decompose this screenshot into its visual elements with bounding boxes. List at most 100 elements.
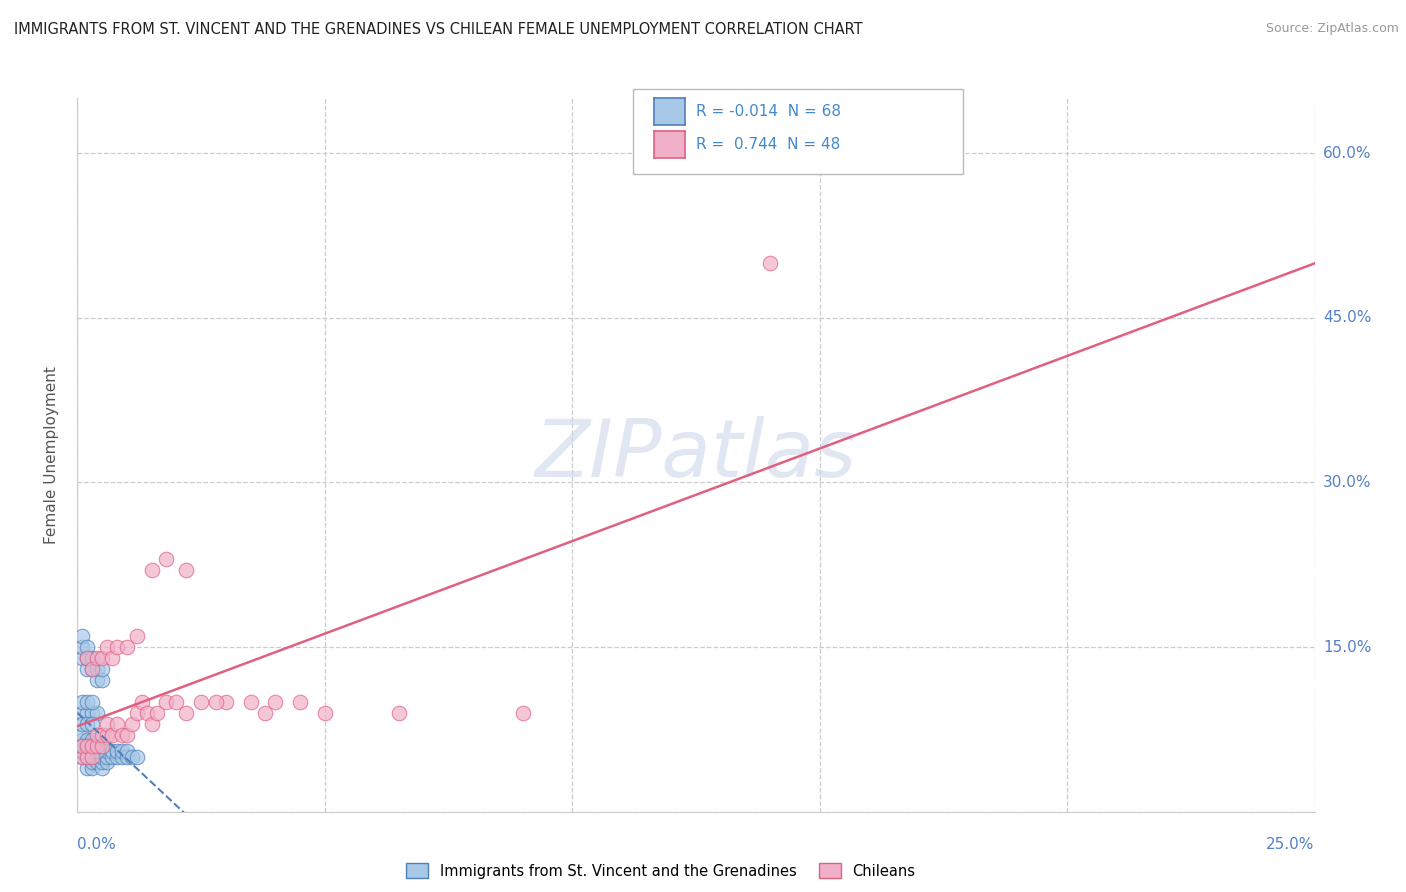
Text: 25.0%: 25.0% — [1267, 837, 1315, 852]
Point — [72, 728, 94, 742]
Point — [115, 744, 138, 758]
Point — [72, 749, 94, 764]
Point — [82, 695, 104, 709]
Point — [105, 640, 128, 654]
Text: ZIPatlas: ZIPatlas — [534, 416, 858, 494]
Text: 0.0%: 0.0% — [77, 837, 117, 852]
Point — [125, 629, 148, 643]
Point — [72, 629, 94, 643]
Point — [82, 739, 104, 753]
Point — [111, 728, 134, 742]
Point — [82, 733, 104, 747]
Point — [76, 651, 98, 665]
Point — [82, 739, 104, 753]
Point — [72, 739, 94, 753]
Point — [91, 673, 114, 687]
Point — [76, 744, 98, 758]
Point — [82, 739, 104, 753]
Point — [76, 749, 98, 764]
Point — [190, 695, 212, 709]
Point — [72, 640, 94, 654]
Point — [121, 749, 143, 764]
Point — [512, 706, 534, 720]
Point — [141, 563, 163, 577]
Point — [82, 706, 104, 720]
Point — [101, 728, 124, 742]
Point — [91, 728, 114, 742]
Point — [82, 761, 104, 775]
Point — [101, 749, 124, 764]
Point — [125, 706, 148, 720]
Point — [76, 651, 98, 665]
Point — [76, 662, 98, 676]
Point — [72, 739, 94, 753]
Point — [101, 744, 124, 758]
Point — [76, 640, 98, 654]
Point — [76, 739, 98, 753]
Point — [125, 749, 148, 764]
Point — [105, 749, 128, 764]
Point — [101, 651, 124, 665]
Point — [72, 744, 94, 758]
Point — [165, 695, 187, 709]
Point — [96, 744, 118, 758]
Point — [91, 662, 114, 676]
Point — [96, 756, 118, 770]
Point — [76, 695, 98, 709]
Point — [254, 706, 277, 720]
Point — [82, 662, 104, 676]
Point — [82, 651, 104, 665]
Point — [141, 717, 163, 731]
Point — [86, 756, 108, 770]
Point — [82, 744, 104, 758]
Point — [76, 761, 98, 775]
Point — [76, 744, 98, 758]
Point — [72, 733, 94, 747]
Point — [91, 739, 114, 753]
Legend: Immigrants from St. Vincent and the Grenadines, Chileans: Immigrants from St. Vincent and the Gren… — [401, 857, 921, 885]
Text: IMMIGRANTS FROM ST. VINCENT AND THE GRENADINES VS CHILEAN FEMALE UNEMPLOYMENT CO: IMMIGRANTS FROM ST. VINCENT AND THE GREN… — [14, 22, 863, 37]
Text: 60.0%: 60.0% — [1323, 145, 1371, 161]
Text: R =  0.744  N = 48: R = 0.744 N = 48 — [696, 137, 841, 152]
Point — [91, 761, 114, 775]
Point — [72, 651, 94, 665]
Point — [115, 640, 138, 654]
Text: Source: ZipAtlas.com: Source: ZipAtlas.com — [1265, 22, 1399, 36]
Point — [91, 749, 114, 764]
Point — [82, 717, 104, 731]
Point — [91, 744, 114, 758]
Point — [86, 651, 108, 665]
Point — [135, 706, 157, 720]
Text: 15.0%: 15.0% — [1323, 640, 1371, 655]
Point — [76, 733, 98, 747]
Y-axis label: Female Unemployment: Female Unemployment — [44, 366, 59, 544]
Point — [76, 749, 98, 764]
Point — [239, 695, 262, 709]
Text: R = -0.014  N = 68: R = -0.014 N = 68 — [696, 104, 841, 119]
Point — [96, 640, 118, 654]
Point — [111, 749, 134, 764]
Point — [86, 744, 108, 758]
Point — [72, 706, 94, 720]
Point — [82, 756, 104, 770]
Point — [96, 728, 118, 742]
Point — [105, 744, 128, 758]
Point — [76, 717, 98, 731]
Point — [155, 695, 177, 709]
Point — [82, 662, 104, 676]
Point — [82, 749, 104, 764]
Point — [72, 695, 94, 709]
Point — [96, 717, 118, 731]
Point — [205, 695, 228, 709]
Point — [82, 749, 104, 764]
Point — [91, 756, 114, 770]
Point — [131, 695, 153, 709]
Point — [115, 749, 138, 764]
Point — [72, 717, 94, 731]
Point — [86, 749, 108, 764]
Text: 45.0%: 45.0% — [1323, 310, 1371, 326]
Point — [759, 256, 782, 270]
Point — [155, 552, 177, 566]
Point — [388, 706, 411, 720]
Point — [86, 673, 108, 687]
